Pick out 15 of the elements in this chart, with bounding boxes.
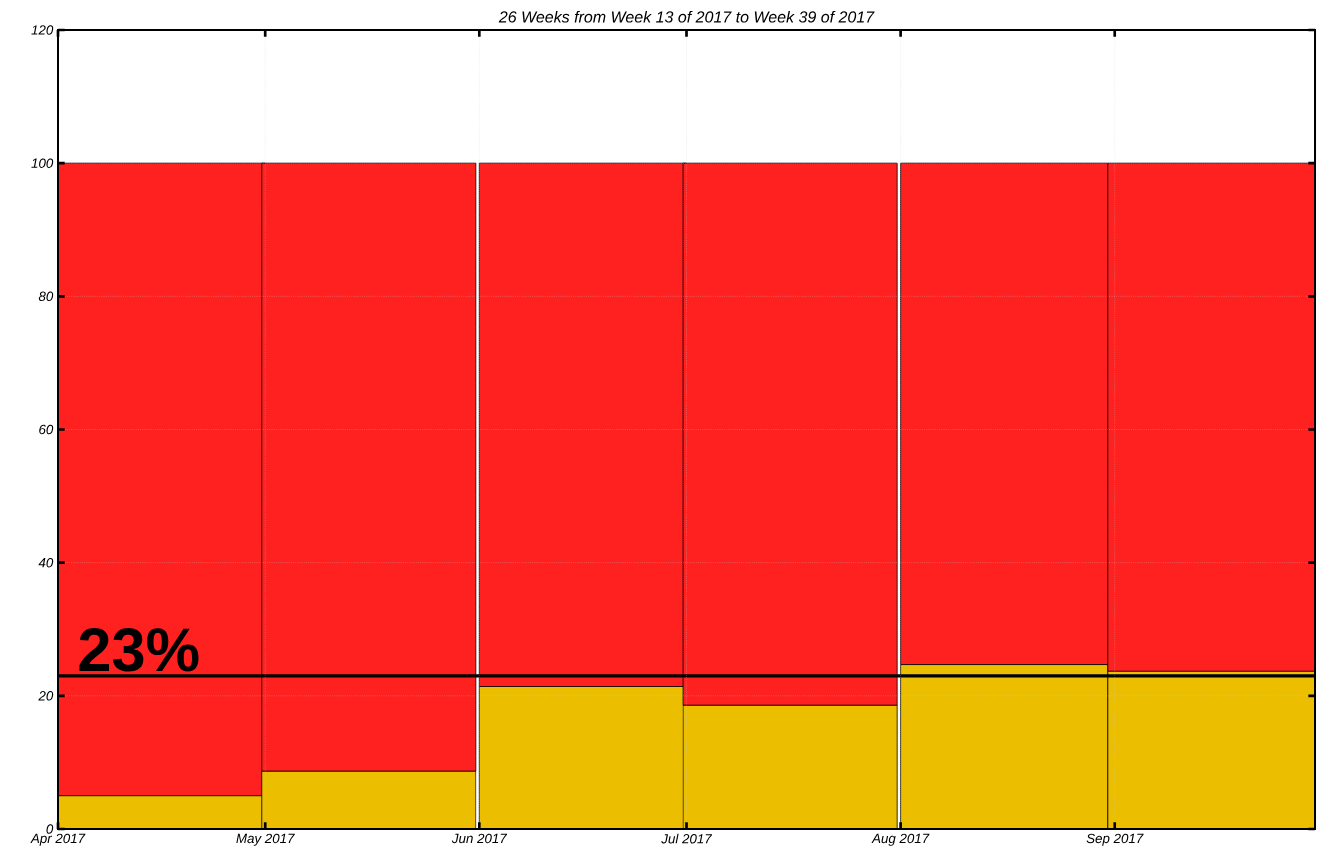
chart-title: 26 Weeks from Week 13 of 2017 to Week 39 of 2017 <box>498 10 875 23</box>
ref-line-label: 23% <box>79 628 199 672</box>
x-tick-label: Aug 2017 <box>871 833 930 846</box>
y-tick-label: 40 <box>38 557 54 568</box>
x-tick-label: Sep 2017 <box>1086 833 1144 846</box>
y-tick-label: 0 <box>46 824 54 834</box>
y-tick-label: 120 <box>31 25 54 35</box>
y-tick-label: 20 <box>38 691 54 701</box>
x-tick-label: Apr 2017 <box>30 833 86 846</box>
y-tick-label: 100 <box>31 158 54 168</box>
x-tick-label: May 2017 <box>236 833 295 846</box>
x-tick-label: Jun 2017 <box>451 833 508 844</box>
y-tick-label: 60 <box>39 424 54 435</box>
x-tick-label: Jul 2017 <box>661 833 713 844</box>
y-tick-label: 80 <box>38 291 54 302</box>
